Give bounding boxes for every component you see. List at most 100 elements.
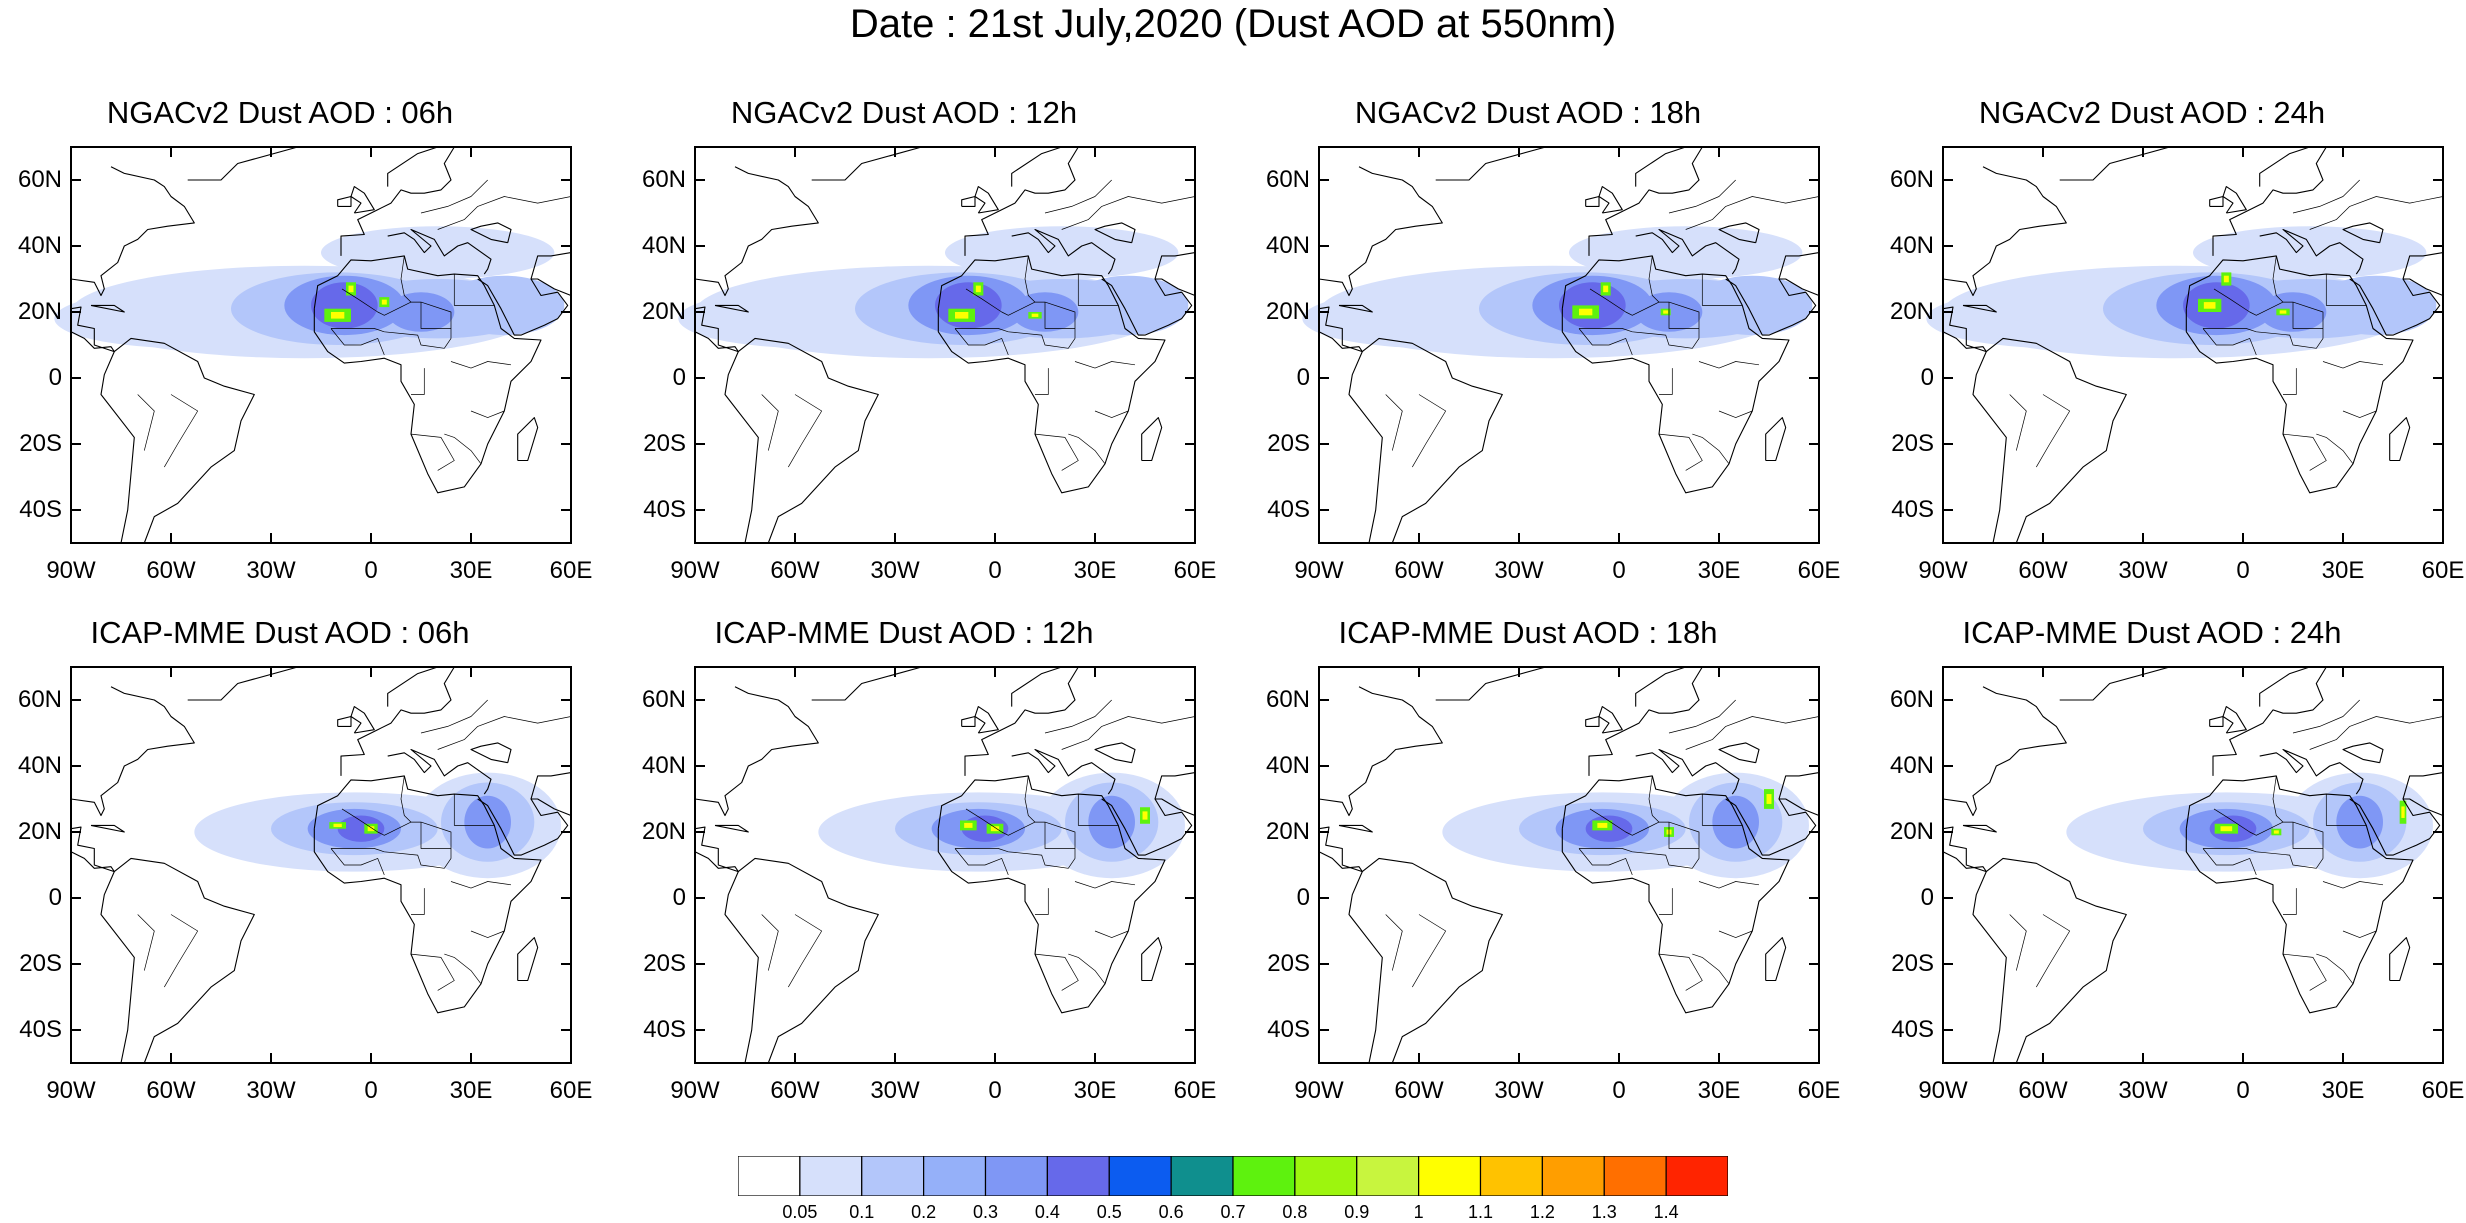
lat-tick-label: 40N (1889, 752, 1934, 779)
coastline (1635, 146, 1686, 187)
lon-tick-label: 90W (1918, 557, 1968, 584)
country-border (2316, 433, 2354, 465)
country-border (163, 914, 199, 988)
coastline (1635, 228, 1740, 275)
lon-tick-label: 30W (1494, 557, 1544, 584)
country-border (420, 179, 488, 214)
coastline (2389, 417, 2411, 462)
dust-aod-max-cell (1579, 308, 1593, 316)
country-border (2202, 848, 2257, 876)
lon-tick-label: 90W (1918, 1077, 1968, 1104)
country-border (1034, 953, 1079, 991)
country-border (1077, 274, 1119, 306)
lon-tick-label: 0 (2236, 557, 2250, 584)
coastline (1318, 166, 1443, 297)
coastline (714, 824, 749, 833)
coastline (2059, 146, 2170, 181)
country-border (410, 953, 455, 991)
colorbar-swatch (799, 1155, 863, 1197)
country-border (761, 394, 779, 451)
coastline (937, 255, 1166, 494)
map-panel-ngacv2-12h: NGACv2 Dust AOD : 12h 60N 40N 20N 0 20S 40S 90W… (624, 95, 1216, 595)
lon-tick-label: 30W (870, 1077, 920, 1104)
country-border (400, 255, 412, 303)
panel-title: NGACv2 Dust AOD : 24h (1978, 95, 2326, 130)
country-border (137, 914, 155, 971)
country-border (420, 822, 451, 849)
colorbar-swatch (1232, 1155, 1296, 1197)
coastline (1778, 252, 1820, 280)
coastline (961, 195, 976, 207)
dust-aod-max-cell (1031, 313, 1039, 317)
dust-aod-max-cell (367, 826, 375, 832)
lat-tick-label: 40N (17, 232, 62, 259)
coastline (470, 742, 512, 764)
colorbar-swatch (1541, 1155, 1605, 1197)
country-border (955, 808, 1076, 869)
country-border (450, 361, 512, 369)
country-border (1094, 410, 1129, 418)
coastline (2185, 775, 2414, 1014)
dust-aod-max-cell (331, 312, 345, 319)
coastline (2402, 772, 2444, 800)
map-svg (1318, 666, 1820, 1064)
coastline (313, 255, 542, 494)
lon-tick-label: 60E (549, 1077, 593, 1104)
dust-aod-max-cell (990, 826, 1000, 832)
dust-aod-region (2316, 275, 2437, 336)
coastline (2259, 146, 2310, 187)
coastline (2212, 146, 2343, 256)
coastline (1435, 146, 1546, 181)
dust-aod-max-cell (2273, 830, 2279, 834)
coastline (694, 686, 819, 817)
colorbar-swatch (923, 1155, 987, 1197)
country-border (163, 394, 199, 468)
country-border (1385, 914, 1403, 971)
coastline (530, 252, 572, 280)
coastline (70, 306, 115, 353)
country-border (2035, 394, 2071, 468)
coastline (1154, 772, 1196, 800)
country-border (1034, 433, 1079, 471)
map-frame (70, 666, 572, 1064)
dust-aod-max-cell (2401, 806, 2405, 818)
lat-tick-label: 20N (1265, 298, 1310, 325)
country-border (1648, 255, 1660, 303)
coastline (964, 666, 1095, 776)
lat-tick-label: 60N (17, 166, 62, 193)
coastline (974, 186, 999, 214)
country-border (954, 328, 1009, 356)
coastline (1011, 748, 1116, 795)
country-border (453, 794, 495, 826)
country-border (1692, 433, 1730, 465)
country-border (420, 302, 451, 329)
colorbar-tick-label: 0.4 (1034, 1202, 1060, 1222)
coastline (70, 826, 115, 873)
colorbar-swatch (1603, 1155, 1667, 1197)
coastline (694, 306, 739, 353)
lat-tick-label: 20N (17, 298, 62, 325)
coastline (694, 826, 739, 873)
colorbar-tick-label: 0.1 (849, 1202, 875, 1222)
coastline (2212, 666, 2343, 776)
country-border (2325, 794, 2367, 826)
lon-tick-label: 30E (2321, 1077, 2365, 1104)
country-border (1668, 179, 1736, 214)
lat-tick-label: 60N (1889, 686, 1934, 713)
country-border (954, 848, 1009, 876)
country-border (1685, 716, 1820, 750)
lat-tick-label: 60N (1889, 166, 1934, 193)
coastline (1588, 666, 1719, 776)
map-plot-area (1302, 146, 1820, 544)
dust-aod-region (444, 275, 565, 336)
country-border (1668, 699, 1736, 734)
lon-tick-label: 90W (1294, 557, 1344, 584)
map-panel-icapmme-24h: ICAP-MME Dust AOD : 24h 60N 40N 20N 0 20S 40S 9… (1872, 615, 2464, 1115)
country-border (1658, 433, 1703, 471)
coastline (1318, 826, 1363, 873)
country-border (1024, 775, 1036, 823)
coastline (1598, 186, 1623, 214)
lon-tick-label: 0 (988, 1077, 1002, 1104)
lat-tick-label: 20S (1891, 430, 1934, 457)
lat-tick-label: 40S (643, 1016, 686, 1043)
